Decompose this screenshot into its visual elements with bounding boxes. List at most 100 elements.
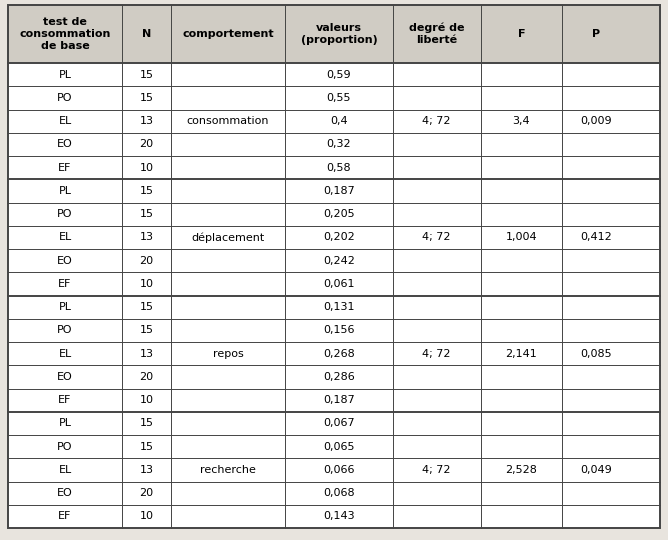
Text: 15: 15: [140, 442, 154, 451]
Text: 4; 72: 4; 72: [422, 116, 451, 126]
Text: 4; 72: 4; 72: [422, 349, 451, 359]
Text: 4; 72: 4; 72: [422, 232, 451, 242]
Text: 10: 10: [140, 279, 154, 289]
Text: 4; 72: 4; 72: [422, 465, 451, 475]
Text: P: P: [593, 29, 601, 39]
Bar: [8, 388, 660, 411]
Text: 15: 15: [140, 70, 154, 79]
Text: 0,143: 0,143: [323, 511, 355, 522]
Text: 0,068: 0,068: [323, 488, 355, 498]
Text: 0,156: 0,156: [323, 326, 355, 335]
Text: PL: PL: [59, 70, 71, 79]
Text: 0,065: 0,065: [323, 442, 355, 451]
Text: repos: repos: [212, 349, 243, 359]
Text: 2,141: 2,141: [506, 349, 537, 359]
Text: degré de
liberté: degré de liberté: [409, 23, 464, 45]
Text: 0,59: 0,59: [327, 70, 351, 79]
Bar: [8, 226, 660, 249]
Text: 0,268: 0,268: [323, 349, 355, 359]
Text: 15: 15: [140, 186, 154, 196]
Text: EO: EO: [57, 139, 73, 150]
Text: EF: EF: [58, 511, 71, 522]
Text: 0,131: 0,131: [323, 302, 355, 312]
Bar: [8, 319, 660, 342]
Text: 20: 20: [140, 255, 154, 266]
Text: 20: 20: [140, 372, 154, 382]
Text: EL: EL: [58, 116, 71, 126]
Text: 15: 15: [140, 209, 154, 219]
Text: 3,4: 3,4: [512, 116, 530, 126]
Bar: [8, 202, 660, 226]
Text: EO: EO: [57, 372, 73, 382]
Text: 15: 15: [140, 302, 154, 312]
Text: 0,061: 0,061: [323, 279, 355, 289]
Text: 0,187: 0,187: [323, 186, 355, 196]
Text: 0,4: 0,4: [330, 116, 348, 126]
Text: 0,009: 0,009: [580, 116, 613, 126]
Text: 2,528: 2,528: [506, 465, 537, 475]
Text: comportement: comportement: [182, 29, 274, 39]
Bar: [8, 5, 660, 63]
Bar: [8, 156, 660, 179]
Text: 0,202: 0,202: [323, 232, 355, 242]
Text: 0,067: 0,067: [323, 418, 355, 428]
Bar: [8, 505, 660, 528]
Text: 10: 10: [140, 395, 154, 405]
Bar: [8, 179, 660, 202]
Text: 15: 15: [140, 418, 154, 428]
Text: EF: EF: [58, 163, 71, 173]
Text: 0,32: 0,32: [327, 139, 351, 150]
Bar: [8, 482, 660, 505]
Text: 0,286: 0,286: [323, 372, 355, 382]
Text: 0,55: 0,55: [327, 93, 351, 103]
Bar: [8, 295, 660, 319]
Text: 13: 13: [140, 232, 154, 242]
Bar: [8, 63, 660, 86]
Text: 13: 13: [140, 349, 154, 359]
Text: 0,58: 0,58: [327, 163, 351, 173]
Bar: [8, 411, 660, 435]
Text: PL: PL: [59, 418, 71, 428]
Bar: [8, 365, 660, 388]
Text: 0,066: 0,066: [323, 465, 355, 475]
Text: 0,049: 0,049: [580, 465, 613, 475]
Text: EL: EL: [58, 232, 71, 242]
Text: EF: EF: [58, 279, 71, 289]
Text: 13: 13: [140, 116, 154, 126]
Text: 0,412: 0,412: [580, 232, 613, 242]
Text: 20: 20: [140, 488, 154, 498]
Text: EO: EO: [57, 255, 73, 266]
Text: consommation: consommation: [187, 116, 269, 126]
Text: PO: PO: [57, 326, 73, 335]
Bar: [8, 272, 660, 295]
Bar: [8, 86, 660, 110]
Text: N: N: [142, 29, 151, 39]
Text: 0,242: 0,242: [323, 255, 355, 266]
Text: 0,187: 0,187: [323, 395, 355, 405]
Text: 13: 13: [140, 465, 154, 475]
Bar: [8, 249, 660, 272]
Bar: [8, 435, 660, 458]
Text: EO: EO: [57, 488, 73, 498]
Text: 0,205: 0,205: [323, 209, 355, 219]
Bar: [8, 458, 660, 482]
Text: PL: PL: [59, 302, 71, 312]
Text: PO: PO: [57, 209, 73, 219]
Bar: [8, 342, 660, 365]
Text: valeurs
(proportion): valeurs (proportion): [301, 23, 377, 45]
Text: 0,085: 0,085: [580, 349, 613, 359]
Text: recherche: recherche: [200, 465, 256, 475]
Text: EL: EL: [58, 349, 71, 359]
Text: PO: PO: [57, 93, 73, 103]
Text: 20: 20: [140, 139, 154, 150]
Text: test de
consommation
de base: test de consommation de base: [19, 17, 111, 51]
Text: EF: EF: [58, 395, 71, 405]
Text: déplacement: déplacement: [192, 232, 265, 242]
Text: 15: 15: [140, 326, 154, 335]
Text: PO: PO: [57, 442, 73, 451]
Text: F: F: [518, 29, 525, 39]
Bar: [8, 133, 660, 156]
Text: 15: 15: [140, 93, 154, 103]
Text: 10: 10: [140, 163, 154, 173]
Text: 10: 10: [140, 511, 154, 522]
